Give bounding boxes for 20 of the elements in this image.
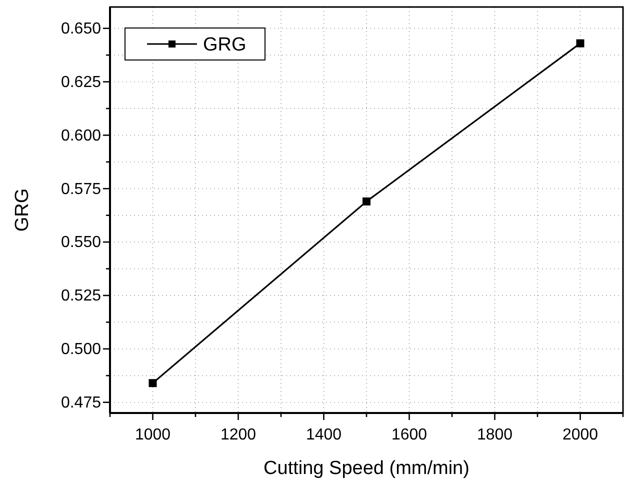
y-axis-title: GRG — [12, 188, 33, 232]
y-tick-label: 0.525 — [60, 288, 102, 305]
x-tick-label: 1400 — [306, 426, 342, 444]
x-tick-label: 1200 — [220, 426, 256, 444]
y-tick-label: 0.600 — [60, 127, 102, 144]
y-tick-label: 0.650 — [60, 20, 102, 38]
x-axis-title: Cutting Speed (mm/min) — [264, 458, 470, 479]
y-tick-label: 0.475 — [60, 394, 102, 412]
y-tick-label: 0.500 — [60, 341, 102, 358]
x-tick-label: 1600 — [391, 426, 428, 444]
x-tick-label: 1000 — [134, 426, 171, 444]
y-tick-label: 0.625 — [60, 74, 102, 91]
point — [576, 39, 584, 48]
point — [362, 197, 370, 206]
x-tick-label: 1800 — [476, 426, 513, 444]
legend-label: GRG — [203, 34, 246, 56]
point — [148, 379, 157, 388]
y-tick-label: 0.575 — [60, 180, 102, 198]
y-tick-label: 0.550 — [60, 234, 102, 252]
x-tick-label: 2000 — [562, 426, 598, 444]
